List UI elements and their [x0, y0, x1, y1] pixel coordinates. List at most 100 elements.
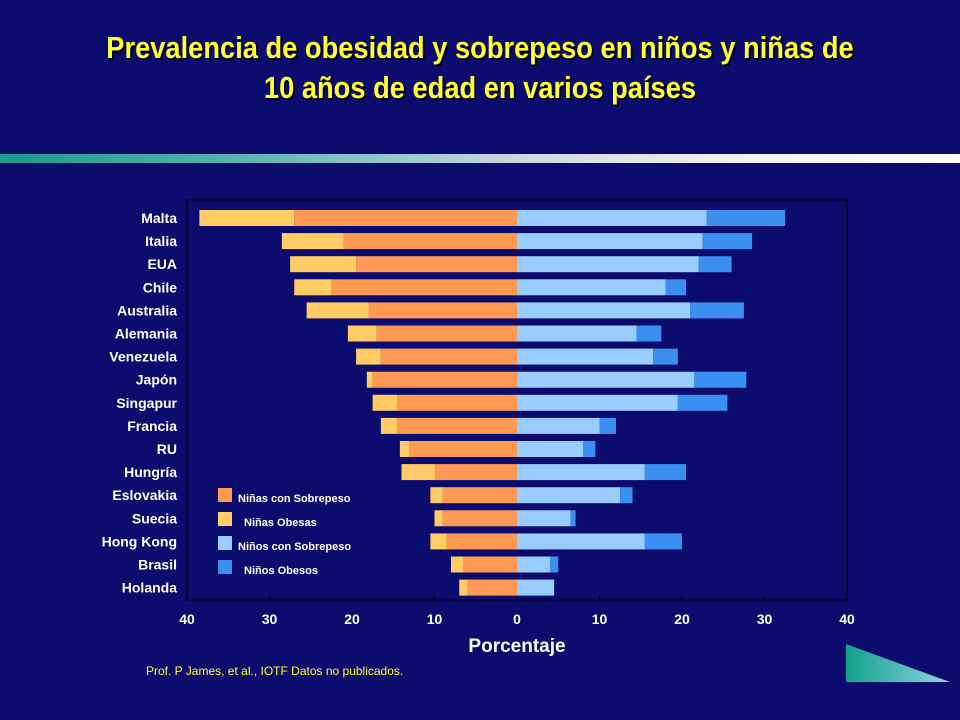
bar-boys-obese [706, 210, 786, 226]
category-label: Eslovakia [112, 487, 177, 503]
bar-boys-overweight [517, 464, 645, 481]
bar-boys-obese [550, 556, 559, 573]
category-label: RU [157, 441, 177, 457]
bar-girls-obese [401, 464, 435, 481]
bar-boys-obese [702, 233, 753, 250]
bar-girls-obese [430, 533, 447, 550]
legend-label: Niños Obesos [244, 565, 318, 577]
bar-girls-overweight [442, 510, 517, 527]
bar-girls-obese [356, 348, 381, 365]
x-tick-label: 0 [513, 611, 521, 627]
bar-girls-obese [399, 441, 410, 457]
category-label: EUA [147, 256, 177, 272]
bar-boys-overweight [517, 256, 699, 273]
bar-boys-overweight [517, 279, 666, 296]
bar-boys-obese [665, 279, 687, 296]
bar-boys-obese [644, 533, 682, 550]
bar-boys-overweight [517, 233, 703, 250]
bar-girls-obese [380, 417, 398, 434]
x-tick-label: 20 [674, 611, 690, 627]
bar-girls-overweight [372, 371, 517, 388]
title-line-2: 10 años de edad en varios países [263, 70, 697, 105]
bar-girls-overweight [467, 579, 517, 596]
bar-girls-obese [430, 487, 443, 504]
bar-girls-overweight [343, 233, 517, 250]
bar-boys-obese [570, 510, 576, 527]
bar-girls-obese [347, 325, 377, 342]
bar-boys-obese [583, 441, 596, 457]
bar-girls-obese [281, 233, 344, 250]
bar-girls-overweight [397, 417, 517, 434]
bar-girls-obese [294, 279, 332, 296]
bar-boys-obese [677, 394, 728, 411]
bar-girls-overweight [409, 441, 517, 457]
bar-girls-overweight [397, 394, 517, 411]
x-tick-label: 30 [262, 611, 278, 627]
category-label: Australia [117, 302, 177, 318]
bar-girls-overweight [294, 210, 517, 226]
x-axis-label: Porcentaje [468, 636, 565, 657]
x-tick-label: 10 [592, 611, 608, 627]
x-tick-label: 20 [344, 611, 360, 627]
legend-swatch [218, 560, 232, 574]
bar-boys-overweight [517, 394, 678, 411]
bar-boys-overweight [517, 210, 707, 226]
bar-girls-overweight [380, 348, 517, 365]
bar-girls-obese [306, 302, 369, 319]
x-tick-label: 40 [179, 611, 195, 627]
category-label: Hong Kong [102, 533, 177, 549]
bar-boys-overweight [517, 325, 637, 342]
x-tick-label: 10 [427, 611, 443, 627]
bar-girls-obese [459, 579, 468, 596]
bar-girls-overweight [434, 464, 517, 481]
legend-swatch [218, 488, 232, 502]
bar-girls-obese [366, 371, 373, 388]
bar-boys-overweight [517, 487, 621, 504]
bar-boys-overweight [517, 371, 695, 388]
category-label: Chile [143, 279, 177, 295]
bar-boys-overweight [517, 417, 600, 434]
x-tick-label: 40 [839, 611, 855, 627]
category-label: Venezuela [109, 349, 177, 365]
category-label: Alemania [115, 326, 177, 342]
chart-title: Prevalencia de obesidad y sobrepeso en n… [58, 28, 903, 108]
bar-boys-overweight [517, 510, 571, 527]
category-label: Suecia [132, 510, 177, 526]
category-label: Italia [145, 233, 177, 249]
x-tick-label: 30 [757, 611, 773, 627]
category-label: Malta [141, 210, 177, 226]
bar-boys-overweight [517, 579, 555, 596]
legend-swatch [218, 512, 232, 526]
bar-boys-obese [599, 417, 616, 434]
bar-boys-obese [694, 371, 747, 388]
bar-boys-obese [698, 256, 732, 273]
corner-decoration-shape [846, 644, 950, 682]
category-label: Brasil [138, 557, 177, 573]
bar-girls-obese [372, 394, 398, 411]
title-divider-bar [0, 154, 960, 163]
category-label: Hungría [124, 464, 177, 480]
category-label: Singapur [116, 395, 177, 411]
bar-boys-obese [653, 348, 678, 365]
bar-boys-obese [636, 325, 662, 342]
legend-label: Niñas Obesas [244, 517, 317, 529]
title-line-1: Prevalencia de obesidad y sobrepeso en n… [106, 30, 854, 65]
legend-label: Niñas con Sobrepeso [238, 493, 351, 505]
category-label: Francia [127, 418, 177, 434]
bar-girls-obese [199, 210, 295, 226]
bar-girls-obese [451, 556, 464, 573]
category-label: Holanda [122, 580, 177, 596]
bar-boys-obese [690, 302, 744, 319]
bar-girls-overweight [446, 533, 517, 550]
bar-girls-overweight [368, 302, 517, 319]
category-label: Japón [136, 372, 177, 388]
bar-boys-obese [644, 464, 687, 481]
bar-girls-overweight [376, 325, 517, 342]
legend-swatch [218, 536, 232, 550]
bar-boys-obese [620, 487, 633, 504]
bar-girls-overweight [463, 556, 517, 573]
bar-boys-overweight [517, 556, 550, 573]
bar-girls-overweight [356, 256, 517, 273]
source-note: Prof. P James, et al., IOTF Datos no pub… [146, 664, 404, 678]
